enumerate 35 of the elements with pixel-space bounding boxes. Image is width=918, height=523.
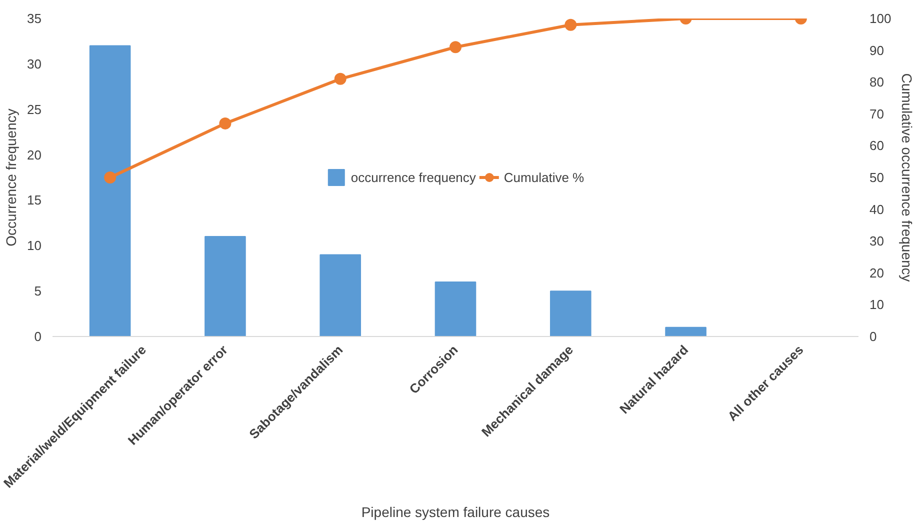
bar	[434, 281, 476, 336]
bar	[320, 254, 362, 336]
point	[219, 117, 232, 130]
legend-label: Cumulative %	[504, 170, 584, 184]
y-tick-label: 10	[27, 238, 42, 254]
y2-tick-label: 20	[870, 265, 884, 280]
y-tick-label: 5	[34, 284, 42, 299]
y2-tick-label: 80	[870, 74, 884, 90]
bar	[665, 326, 706, 336]
y2-tick-label: 10	[870, 297, 884, 312]
y-tick-label: 35	[27, 11, 42, 26]
point	[564, 18, 577, 31]
y2-tick-label: 60	[870, 138, 884, 154]
bar	[204, 236, 246, 336]
y2-tick-label: 70	[870, 106, 884, 122]
point	[334, 72, 346, 85]
y2-tick-label: 100	[870, 11, 892, 26]
point	[104, 172, 116, 184]
y2-tick-label: 30	[870, 234, 884, 249]
y-tick-label: 30	[27, 56, 42, 72]
legend-label: occurrence frequency	[350, 170, 476, 184]
x-axis-title: Pipeline system failure causes	[361, 504, 550, 520]
y-tick-label: 15	[27, 192, 42, 208]
y-tick-label: 25	[27, 102, 42, 117]
y2-axis-title: Cumulative occurrence frequency	[899, 73, 916, 282]
point	[450, 41, 462, 54]
y2-tick-label: 50	[870, 170, 884, 185]
y-axis-title: Occurrence frequency	[3, 108, 20, 246]
y2-tick-label: 90	[870, 42, 884, 58]
y2-tick-label: 40	[870, 202, 884, 217]
y2-tick-label: 0	[870, 329, 877, 344]
bar	[89, 45, 131, 336]
y-tick-label: 20	[27, 147, 42, 162]
bar	[550, 290, 592, 336]
y-tick-label: 0	[34, 329, 42, 344]
